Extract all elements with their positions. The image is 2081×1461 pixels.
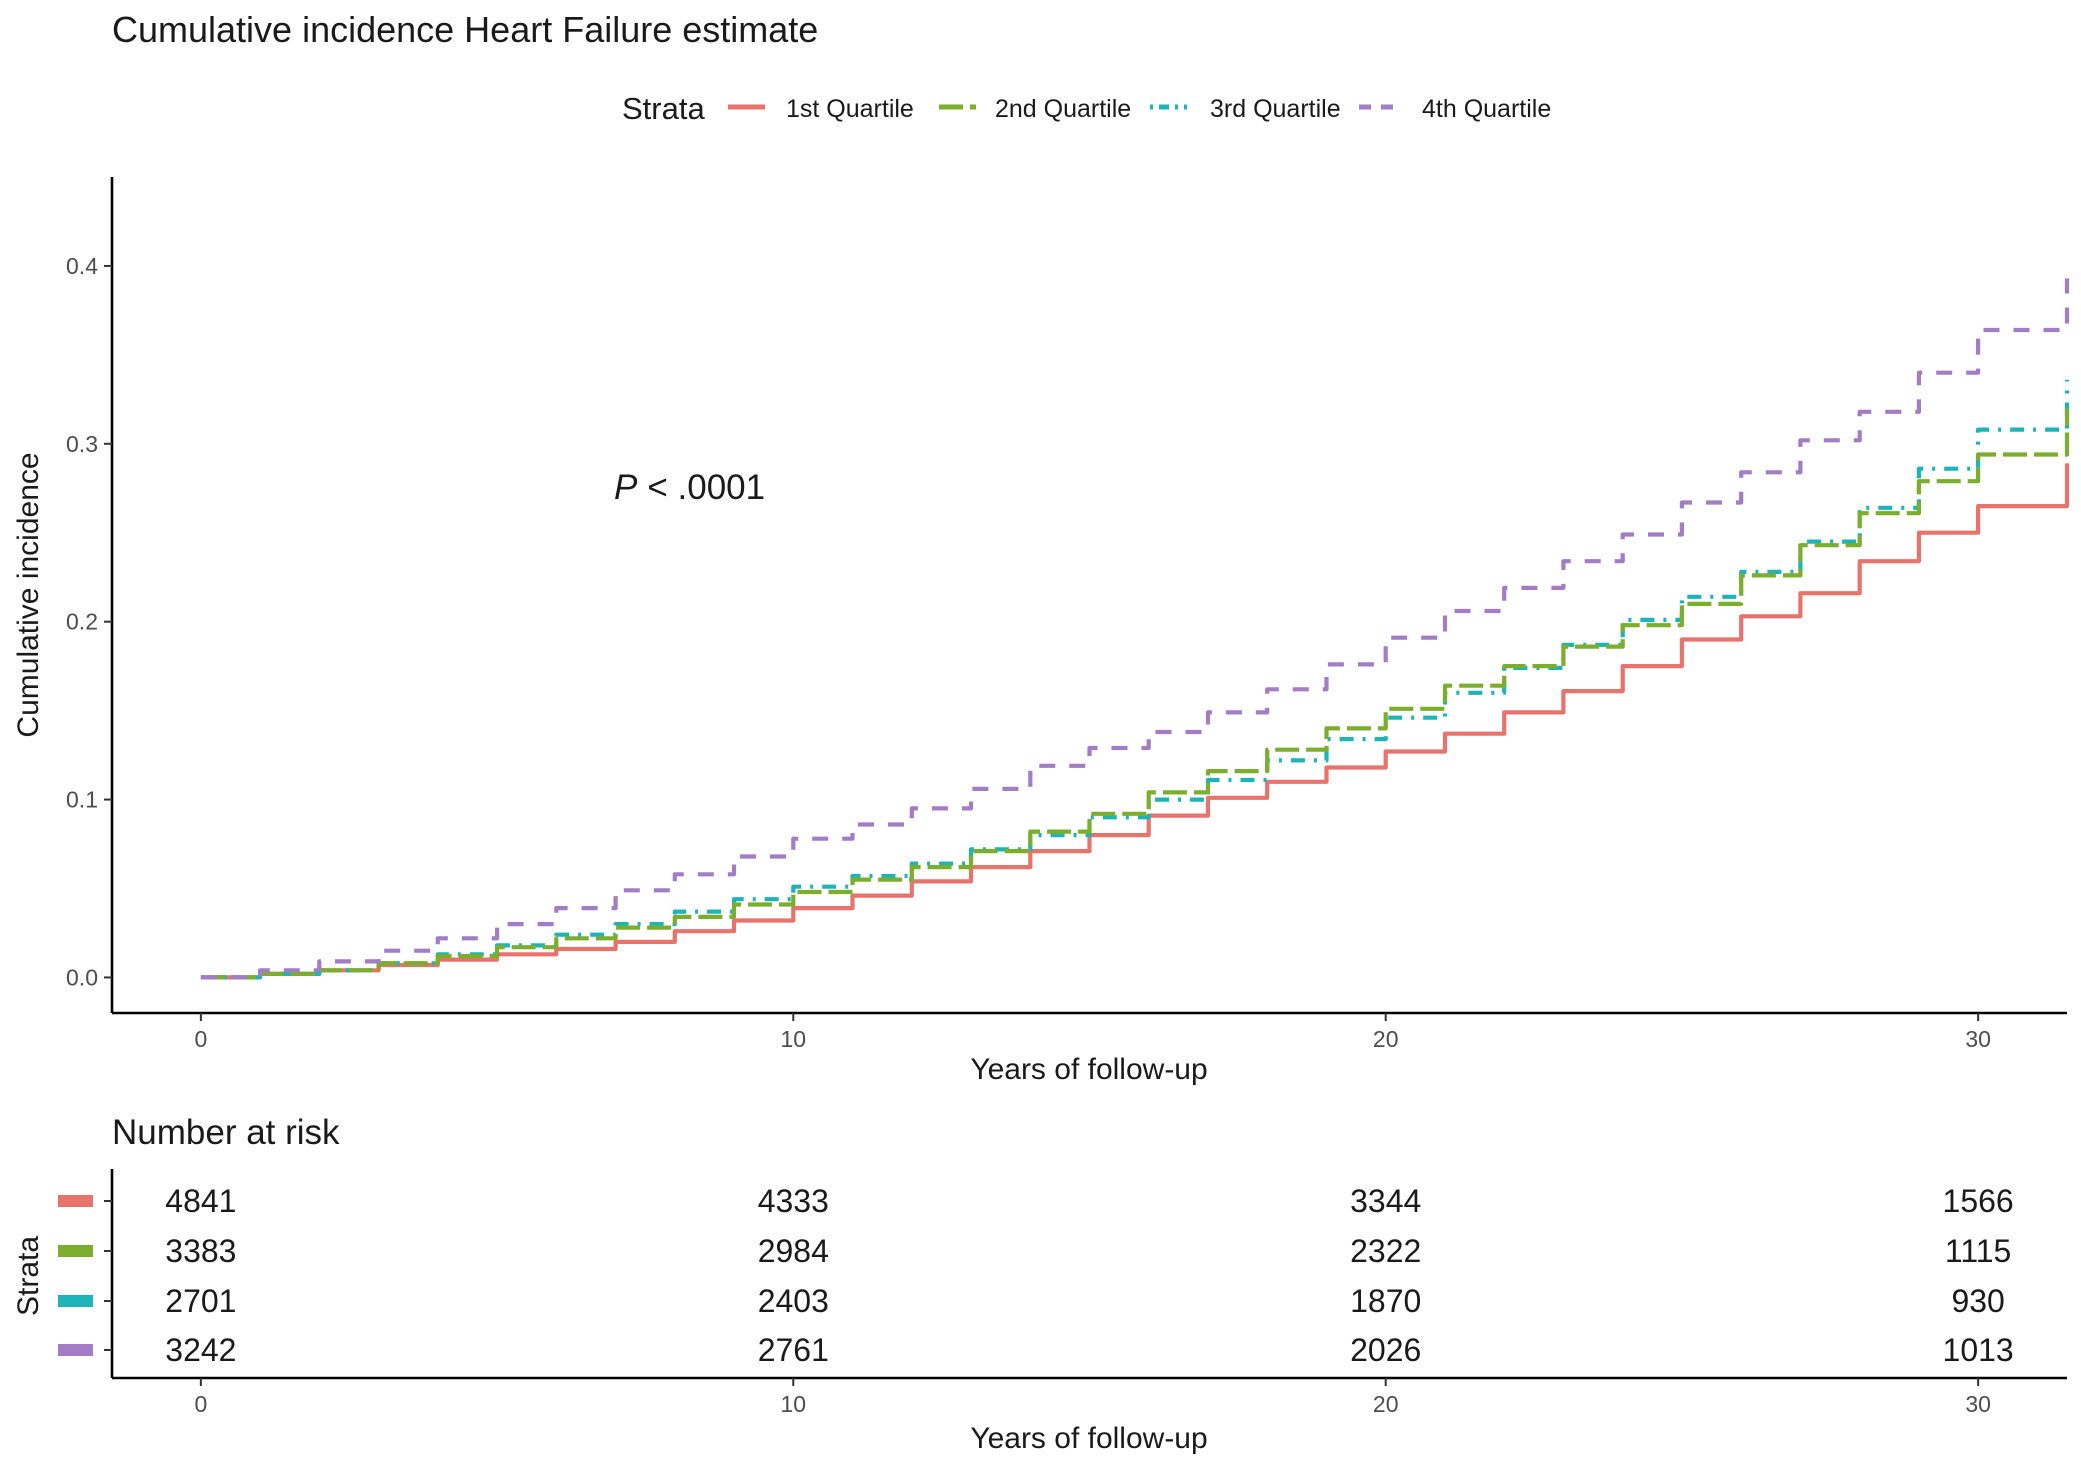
legend-label-1st-quartile: 1st Quartile — [786, 95, 914, 123]
y-axis-label: Cumulative incidence — [12, 452, 45, 737]
risk-cell: 4333 — [758, 1183, 829, 1219]
series-line-2nd-quartile — [200, 408, 2070, 980]
risk-y-axis-label: Strata — [12, 1236, 45, 1316]
y-tick-label: 0.3 — [66, 431, 98, 457]
risk-cell: 2701 — [165, 1283, 236, 1319]
x-tick-label: 20 — [1373, 1026, 1399, 1052]
series-line-3rd-quartile — [200, 379, 2070, 980]
main-axis-ticks: 0 10 20 30 0.0 0.1 0.2 0.3 0.4 — [66, 253, 1991, 1052]
risk-row-key-2nd-quartile — [58, 1245, 93, 1257]
risk-x-axis-label: Years of follow-up — [970, 1422, 1207, 1455]
risk-cell: 3344 — [1350, 1183, 1421, 1219]
series-line-1st-quartile — [200, 463, 2070, 980]
y-tick-label: 0.2 — [66, 609, 98, 635]
risk-cell: 3383 — [165, 1233, 236, 1269]
legend-title: Strata — [622, 91, 705, 126]
y-tick-label: 0.4 — [66, 253, 98, 279]
legend-label-3rd-quartile: 3rd Quartile — [1210, 95, 1341, 123]
risk-cell: 2761 — [758, 1332, 829, 1368]
x-tick-label: 10 — [780, 1026, 806, 1052]
risk-cell: 930 — [1951, 1283, 2004, 1319]
risk-cell: 2984 — [758, 1233, 829, 1269]
risk-row-key-4th-quartile — [58, 1344, 93, 1356]
p-value-annotation: P < .0001 — [614, 468, 765, 507]
risk-cell: 2026 — [1350, 1332, 1421, 1368]
p-symbol: P — [614, 468, 638, 507]
chart-title: Cumulative incidence Heart Failure estim… — [112, 9, 818, 50]
x-axis-label: Years of follow-up — [970, 1053, 1207, 1086]
risk-table-title: Number at risk — [112, 1113, 340, 1152]
risk-cell: 1115 — [1945, 1233, 2011, 1269]
risk-cell: 3242 — [165, 1332, 236, 1368]
risk-x-tick-label: 0 — [194, 1391, 207, 1417]
risk-row-key-1st-quartile — [58, 1195, 93, 1207]
legend: Strata 1st Quartile 2nd Quartile 3rd Qua… — [622, 91, 1551, 126]
series-line-4th-quartile — [200, 278, 2070, 980]
risk-cell: 1013 — [1943, 1332, 2014, 1368]
risk-cell: 2403 — [758, 1283, 829, 1319]
risk-cell: 4841 — [165, 1183, 236, 1219]
p-value-text: < .0001 — [647, 468, 765, 507]
y-tick-label: 0.0 — [66, 964, 98, 990]
risk-cell: 1870 — [1350, 1283, 1421, 1319]
risk-cell: 2322 — [1350, 1233, 1421, 1269]
risk-x-tick-label: 30 — [1965, 1391, 1991, 1417]
legend-label-2nd-quartile: 2nd Quartile — [995, 95, 1131, 123]
risk-x-tick-label: 20 — [1373, 1391, 1399, 1417]
risk-axis-ticks: 0 10 20 30 — [194, 1378, 1991, 1417]
y-tick-label: 0.1 — [66, 787, 98, 813]
legend-label-4th-quartile: 4th Quartile — [1422, 95, 1551, 123]
risk-table-rows: 4841 4333 3344 1566 3383 2984 2322 1115 2701 2403… — [58, 1183, 2014, 1368]
risk-x-tick-label: 10 — [780, 1391, 806, 1417]
x-tick-label: 30 — [1965, 1026, 1991, 1052]
risk-cell: 1566 — [1943, 1183, 2014, 1219]
series-group — [200, 278, 2070, 980]
risk-row-key-3rd-quartile — [58, 1295, 93, 1307]
x-tick-label: 0 — [194, 1026, 207, 1052]
